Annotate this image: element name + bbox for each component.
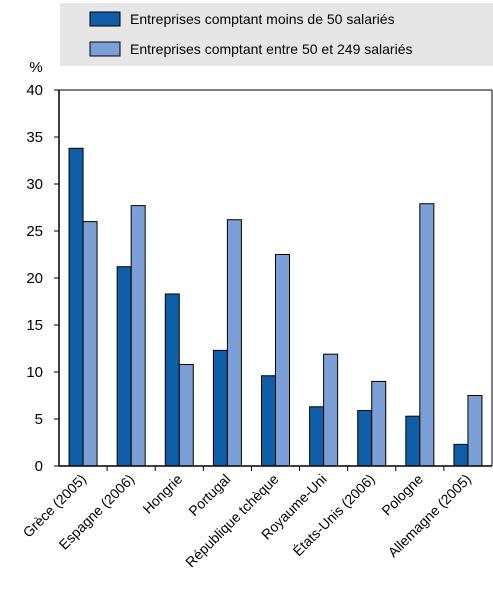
bar-1-5	[261, 375, 276, 467]
x-category-label-8: Pologne	[378, 471, 426, 519]
y-tick-label-8: 35	[26, 129, 43, 146]
x-category-label-3: Hongrie	[139, 471, 185, 517]
bar-2-3	[178, 363, 194, 467]
y-tick-label-7: 30	[26, 176, 43, 193]
y-tick-label-5: 20	[26, 270, 43, 287]
bar-1-6	[309, 406, 325, 467]
bar-2-9	[467, 395, 483, 467]
legend-label-1: Entreprises comptant moins de 50 salarié…	[130, 11, 395, 27]
legend-box	[60, 3, 493, 66]
y-tick-label-9: 40	[26, 82, 43, 99]
x-category-label-4: Portugal	[185, 471, 233, 519]
x-axis-labels: Grèce (2005)Espagne (2006) Hongrie Portuga…	[20, 466, 474, 571]
bar-1-7	[357, 410, 373, 467]
bar-2-2	[130, 205, 146, 467]
bar-1-1	[68, 147, 84, 467]
bars	[68, 147, 483, 467]
bar-1-2	[116, 266, 132, 467]
bar-2-8	[419, 203, 435, 467]
legend-swatch-2	[89, 41, 121, 57]
bar-1-9	[453, 443, 469, 467]
y-axis-ticks: 0 5 10 15 20 25 30 35 40	[26, 82, 59, 475]
y-tick-label-6: 25	[26, 223, 43, 240]
bar-2-1	[82, 221, 98, 467]
x-category-label-9: Allemagne (2005)	[385, 471, 474, 560]
y-tick-label-3: 10	[26, 364, 43, 381]
bar-2-7	[371, 380, 387, 467]
bar-2-5	[275, 254, 290, 467]
legend: Entreprises comptant moins de 50 salarié…	[89, 11, 413, 57]
bar-2-6	[323, 353, 339, 467]
x-category-label-7: États-Unis (2006)	[289, 471, 377, 559]
y-tick-label-1: 0	[35, 458, 43, 475]
bar-1-8	[405, 415, 421, 467]
legend-label-2: Entreprises comptant entre 50 et 249 sal…	[130, 41, 413, 57]
bar-2-4	[226, 219, 242, 467]
y-tick-label-4: 15	[26, 317, 43, 334]
y-axis-unit-label: %	[29, 59, 42, 76]
x-category-label-5: République tchèque	[182, 471, 282, 571]
bar-1-3	[164, 293, 180, 467]
y-tick-label-2: 5	[35, 411, 43, 428]
bar-1-4	[212, 349, 228, 467]
legend-swatch-1	[89, 11, 121, 27]
